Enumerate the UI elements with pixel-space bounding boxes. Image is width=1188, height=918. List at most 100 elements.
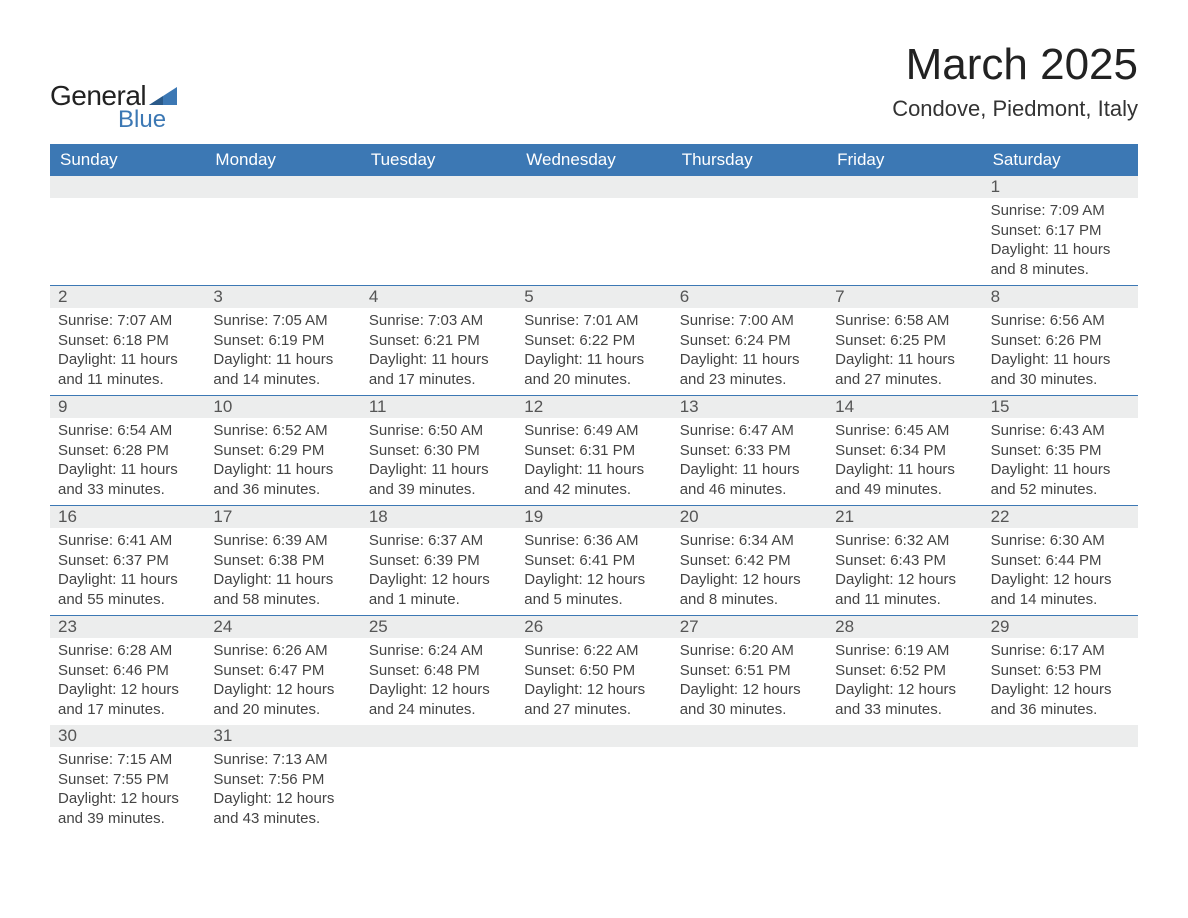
daylight-text: Daylight: 11 hours and 17 minutes. — [369, 350, 508, 389]
sunset-text: Sunset: 6:42 PM — [680, 551, 819, 571]
daylight-text: Daylight: 12 hours and 27 minutes. — [524, 680, 663, 719]
daylight-text: Daylight: 11 hours and 27 minutes. — [835, 350, 974, 389]
sunrise-text: Sunrise: 7:01 AM — [524, 311, 663, 331]
sunrise-text: Sunrise: 6:41 AM — [58, 531, 197, 551]
day-cell: Sunrise: 6:17 AMSunset: 6:53 PMDaylight:… — [983, 638, 1138, 725]
daylight-text: Daylight: 12 hours and 1 minute. — [369, 570, 508, 609]
day-cell — [516, 747, 671, 834]
sunrise-text: Sunrise: 7:05 AM — [213, 311, 352, 331]
day-number — [516, 725, 671, 747]
day-number: 7 — [827, 286, 982, 308]
page-title: March 2025 — [892, 40, 1138, 90]
sunset-text: Sunset: 6:19 PM — [213, 331, 352, 351]
day-number: 25 — [361, 616, 516, 638]
sunset-text: Sunset: 6:38 PM — [213, 551, 352, 571]
day-cell: Sunrise: 6:52 AMSunset: 6:29 PMDaylight:… — [205, 418, 360, 505]
day-number: 14 — [827, 396, 982, 418]
daylight-text: Daylight: 11 hours and 20 minutes. — [524, 350, 663, 389]
day-cell: Sunrise: 6:47 AMSunset: 6:33 PMDaylight:… — [672, 418, 827, 505]
day-cell: Sunrise: 6:19 AMSunset: 6:52 PMDaylight:… — [827, 638, 982, 725]
daylight-text: Daylight: 11 hours and 14 minutes. — [213, 350, 352, 389]
day-number: 18 — [361, 506, 516, 528]
sunset-text: Sunset: 6:25 PM — [835, 331, 974, 351]
sunrise-text: Sunrise: 6:39 AM — [213, 531, 352, 551]
day-cell: Sunrise: 6:37 AMSunset: 6:39 PMDaylight:… — [361, 528, 516, 615]
sunrise-text: Sunrise: 6:24 AM — [369, 641, 508, 661]
week-daybody-row: Sunrise: 6:54 AMSunset: 6:28 PMDaylight:… — [50, 418, 1138, 505]
sunrise-text: Sunrise: 6:50 AM — [369, 421, 508, 441]
daylight-text: Daylight: 12 hours and 8 minutes. — [680, 570, 819, 609]
day-number: 13 — [672, 396, 827, 418]
day-cell: Sunrise: 7:07 AMSunset: 6:18 PMDaylight:… — [50, 308, 205, 395]
day-number — [827, 176, 982, 198]
week-daynum-row: 3031 — [50, 725, 1138, 747]
sunset-text: Sunset: 6:43 PM — [835, 551, 974, 571]
day-cell — [983, 747, 1138, 834]
sunset-text: Sunset: 6:29 PM — [213, 441, 352, 461]
location-subtitle: Condove, Piedmont, Italy — [892, 96, 1138, 122]
weekday-header: Wednesday — [516, 144, 671, 176]
day-number: 5 — [516, 286, 671, 308]
weekday-header: Friday — [827, 144, 982, 176]
day-number: 15 — [983, 396, 1138, 418]
day-number — [205, 176, 360, 198]
day-cell: Sunrise: 7:15 AMSunset: 7:55 PMDaylight:… — [50, 747, 205, 834]
day-cell: Sunrise: 6:26 AMSunset: 6:47 PMDaylight:… — [205, 638, 360, 725]
daylight-text: Daylight: 12 hours and 24 minutes. — [369, 680, 508, 719]
sunrise-text: Sunrise: 6:30 AM — [991, 531, 1130, 551]
daylight-text: Daylight: 11 hours and 11 minutes. — [58, 350, 197, 389]
sunset-text: Sunset: 6:35 PM — [991, 441, 1130, 461]
week-daynum-row: 1 — [50, 176, 1138, 198]
day-cell — [361, 198, 516, 285]
sunrise-text: Sunrise: 6:58 AM — [835, 311, 974, 331]
sunrise-text: Sunrise: 7:03 AM — [369, 311, 508, 331]
day-number: 19 — [516, 506, 671, 528]
sunrise-text: Sunrise: 7:07 AM — [58, 311, 197, 331]
week-daybody-row: Sunrise: 6:41 AMSunset: 6:37 PMDaylight:… — [50, 528, 1138, 615]
flag-icon — [149, 87, 177, 105]
daylight-text: Daylight: 11 hours and 33 minutes. — [58, 460, 197, 499]
day-number — [672, 176, 827, 198]
sunset-text: Sunset: 6:34 PM — [835, 441, 974, 461]
daylight-text: Daylight: 11 hours and 23 minutes. — [680, 350, 819, 389]
sunrise-text: Sunrise: 6:28 AM — [58, 641, 197, 661]
sunrise-text: Sunrise: 6:26 AM — [213, 641, 352, 661]
day-cell: Sunrise: 7:09 AMSunset: 6:17 PMDaylight:… — [983, 198, 1138, 285]
daylight-text: Daylight: 11 hours and 55 minutes. — [58, 570, 197, 609]
day-cell: Sunrise: 6:20 AMSunset: 6:51 PMDaylight:… — [672, 638, 827, 725]
day-cell: Sunrise: 6:32 AMSunset: 6:43 PMDaylight:… — [827, 528, 982, 615]
daylight-text: Daylight: 11 hours and 39 minutes. — [369, 460, 508, 499]
weekday-header-row: Sunday Monday Tuesday Wednesday Thursday… — [50, 144, 1138, 176]
daylight-text: Daylight: 11 hours and 58 minutes. — [213, 570, 352, 609]
day-cell: Sunrise: 6:43 AMSunset: 6:35 PMDaylight:… — [983, 418, 1138, 505]
week-daynum-row: 16171819202122 — [50, 505, 1138, 528]
sunset-text: Sunset: 6:28 PM — [58, 441, 197, 461]
day-cell — [672, 198, 827, 285]
title-block: March 2025 Condove, Piedmont, Italy — [892, 40, 1138, 122]
sunset-text: Sunset: 6:30 PM — [369, 441, 508, 461]
sunrise-text: Sunrise: 6:22 AM — [524, 641, 663, 661]
daylight-text: Daylight: 12 hours and 30 minutes. — [680, 680, 819, 719]
day-cell: Sunrise: 7:01 AMSunset: 6:22 PMDaylight:… — [516, 308, 671, 395]
sunrise-text: Sunrise: 6:34 AM — [680, 531, 819, 551]
day-number: 1 — [983, 176, 1138, 198]
day-number — [516, 176, 671, 198]
daylight-text: Daylight: 11 hours and 8 minutes. — [991, 240, 1130, 279]
day-cell — [516, 198, 671, 285]
weeks-container: 1Sunrise: 7:09 AMSunset: 6:17 PMDaylight… — [50, 176, 1138, 834]
weekday-header: Tuesday — [361, 144, 516, 176]
daylight-text: Daylight: 11 hours and 36 minutes. — [213, 460, 352, 499]
sunset-text: Sunset: 6:18 PM — [58, 331, 197, 351]
day-cell — [827, 747, 982, 834]
sunset-text: Sunset: 6:44 PM — [991, 551, 1130, 571]
day-cell: Sunrise: 6:22 AMSunset: 6:50 PMDaylight:… — [516, 638, 671, 725]
day-number: 11 — [361, 396, 516, 418]
week-daybody-row: Sunrise: 7:09 AMSunset: 6:17 PMDaylight:… — [50, 198, 1138, 285]
sunset-text: Sunset: 6:41 PM — [524, 551, 663, 571]
sunrise-text: Sunrise: 6:32 AM — [835, 531, 974, 551]
daylight-text: Daylight: 11 hours and 42 minutes. — [524, 460, 663, 499]
day-number: 8 — [983, 286, 1138, 308]
sunset-text: Sunset: 7:55 PM — [58, 770, 197, 790]
daylight-text: Daylight: 11 hours and 49 minutes. — [835, 460, 974, 499]
day-number — [361, 176, 516, 198]
